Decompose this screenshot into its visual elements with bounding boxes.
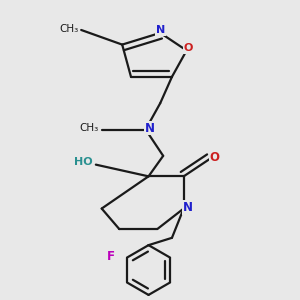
Text: CH₃: CH₃ [59, 23, 78, 34]
Text: O: O [183, 43, 193, 53]
Text: HO: HO [74, 157, 93, 167]
Text: N: N [183, 201, 193, 214]
Text: O: O [209, 151, 219, 164]
Text: N: N [145, 122, 155, 134]
Text: N: N [156, 25, 165, 35]
Text: CH₃: CH₃ [80, 123, 99, 133]
Text: F: F [107, 250, 115, 262]
